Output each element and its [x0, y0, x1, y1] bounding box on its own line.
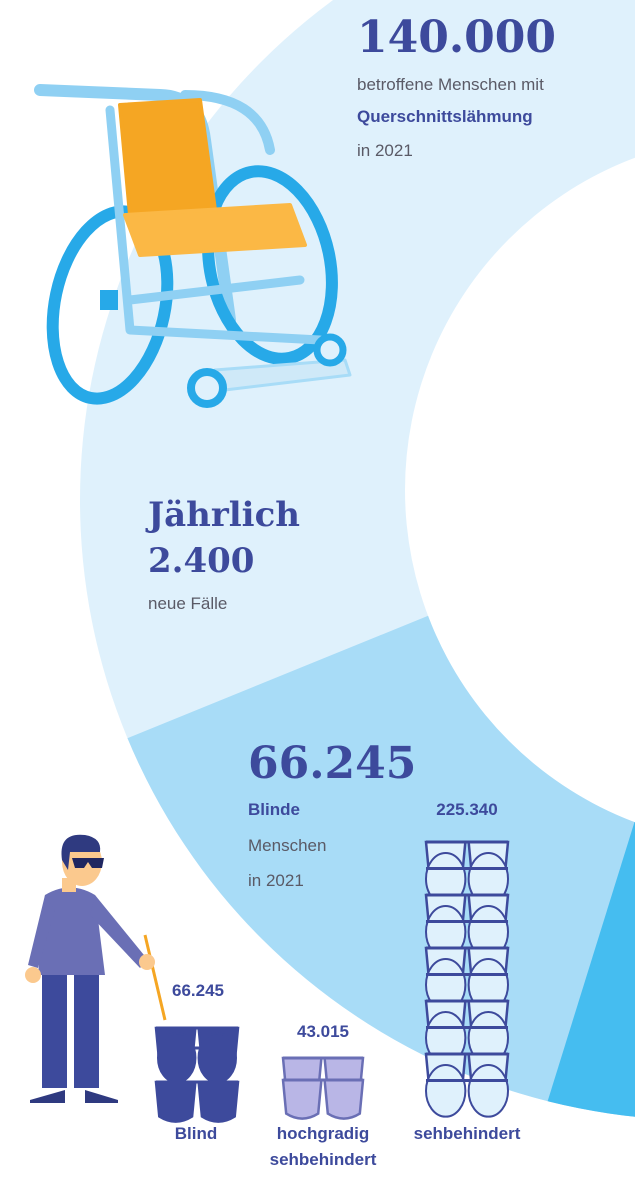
paraplegia-highlight: Querschnittslähmung: [357, 107, 533, 126]
glasses: [425, 852, 510, 906]
group-count: 43.015: [297, 1022, 349, 1041]
lens: [157, 1032, 197, 1084]
annual-label: Jährlich: [145, 495, 300, 535]
person: [25, 834, 167, 1103]
paraplegia-line1: betroffene Menschen mit: [357, 75, 544, 94]
glasses: [154, 1080, 240, 1123]
group-label: sehbehindert: [414, 1124, 521, 1143]
lens: [154, 1080, 197, 1123]
lens: [467, 1064, 510, 1118]
glasses: [425, 1064, 510, 1118]
paraplegia-number: 140.000: [357, 12, 556, 63]
lens: [323, 1078, 365, 1120]
lens: [197, 1080, 240, 1123]
group-label: hochgradig: [277, 1124, 370, 1143]
glasses: [281, 1078, 365, 1120]
glasses: [425, 905, 510, 959]
glasses-icons: [154, 840, 510, 1123]
glasses: [425, 958, 510, 1012]
blind-line3: in 2021: [248, 871, 304, 890]
ring-bright: [520, 740, 635, 1121]
wheelchair: [34, 84, 352, 408]
group-count: 66.245: [172, 981, 224, 1000]
lens: [281, 1078, 323, 1120]
glasses: [425, 1011, 510, 1065]
group-label: sehbehindert: [270, 1150, 377, 1169]
lens: [425, 1064, 467, 1118]
blind-number: 66.245: [248, 738, 416, 789]
blind-line2: Menschen: [248, 836, 326, 855]
group-label: Blind: [175, 1124, 218, 1143]
paraplegia-line3: in 2021: [357, 141, 413, 160]
annual-caption: neue Fälle: [148, 594, 227, 613]
glasses: [157, 1032, 237, 1084]
group-count: 225.340: [436, 800, 497, 819]
lens: [197, 1032, 237, 1084]
blind-highlight: Blinde: [248, 800, 300, 819]
annual-number: 2.400: [148, 541, 254, 581]
